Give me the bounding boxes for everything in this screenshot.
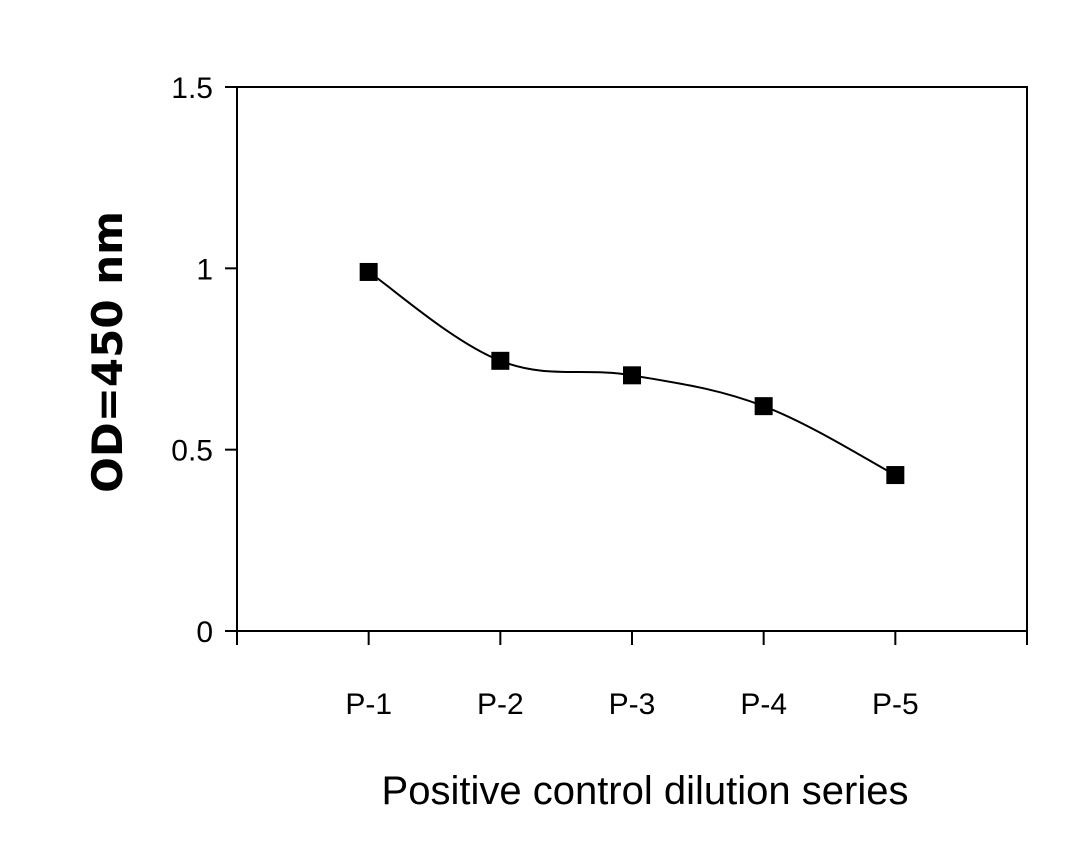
x-tick-label: P-4 bbox=[740, 688, 787, 721]
y-axis: 0 0.5 1 1.5 bbox=[171, 72, 237, 649]
y-tick-label: 0 bbox=[196, 616, 213, 649]
data-point-marker bbox=[491, 351, 510, 370]
y-tick-label: 1.5 bbox=[171, 72, 213, 105]
x-tick-label: P-2 bbox=[477, 688, 524, 721]
x-axis: P-1 P-2 P-3 P-4 P-5 bbox=[236, 631, 1028, 721]
plot-area-frame bbox=[236, 86, 1028, 632]
data-series bbox=[359, 262, 905, 485]
y-tick-label: 1 bbox=[196, 253, 213, 286]
x-axis-label: Positive control dilution series bbox=[382, 769, 909, 813]
x-tick-label: P-3 bbox=[609, 688, 656, 721]
y-tick-label: 0.5 bbox=[171, 435, 213, 468]
y-axis-label: OD=450 nm bbox=[83, 211, 132, 493]
data-point-marker bbox=[623, 366, 641, 385]
x-tick-label: P-5 bbox=[872, 688, 919, 721]
x-tick-label: P-1 bbox=[345, 688, 392, 721]
data-point-marker bbox=[359, 262, 378, 281]
data-point-marker bbox=[754, 397, 773, 416]
data-point-marker bbox=[886, 466, 905, 485]
